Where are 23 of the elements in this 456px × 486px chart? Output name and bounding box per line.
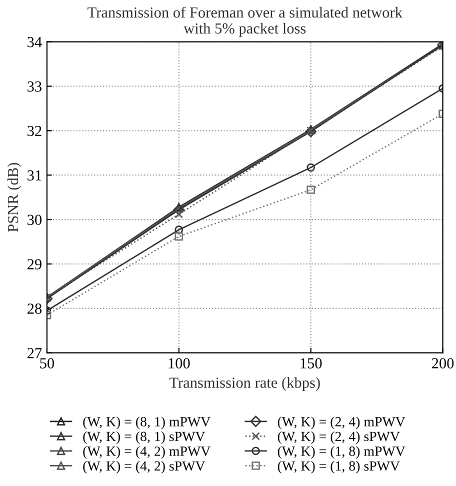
legend-label: (W, K) = (2, 4) sPWV bbox=[278, 431, 400, 444]
y-tick-label: 34 bbox=[28, 36, 42, 48]
y-tick-label: 32 bbox=[28, 126, 42, 136]
legend-label: (W, K) = (2, 4) mPWV bbox=[278, 416, 406, 430]
y-tick-label: 30 bbox=[28, 214, 42, 225]
y-tick-label: 31 bbox=[28, 170, 42, 181]
chart-title: Transmission of Foreman over a simulated network with 5% packet loss bbox=[88, 6, 402, 37]
y-tick-label: 33 bbox=[28, 81, 42, 92]
y-tick-label: 27 bbox=[28, 348, 42, 358]
y-tick-label: 29 bbox=[28, 259, 42, 270]
legend-label: (W, K) = (8, 1) mPWV bbox=[83, 416, 210, 430]
y-axis-title: PSNR (dB) bbox=[7, 162, 22, 232]
x-axis-title: Transmission rate (kbps) bbox=[169, 377, 320, 391]
legend-label: (W, K) = (1, 8) mPWV bbox=[278, 446, 406, 459]
x-tick-label: 200 bbox=[432, 358, 454, 368]
legend-label: (W, K) = (1, 8) sPWV bbox=[278, 460, 400, 474]
legend-label: (W, K) = (4, 2) sPWV bbox=[83, 460, 206, 474]
y-tick-label: 28 bbox=[28, 304, 42, 314]
legend-label: (W, K) = (4, 2) mPWV bbox=[83, 446, 210, 459]
x-tick-label: 150 bbox=[300, 358, 322, 368]
legend-label: (W, K) = (8, 1) sPWV bbox=[83, 431, 206, 444]
x-tick-label: 50 bbox=[40, 358, 54, 368]
x-tick-label: 100 bbox=[168, 358, 190, 368]
